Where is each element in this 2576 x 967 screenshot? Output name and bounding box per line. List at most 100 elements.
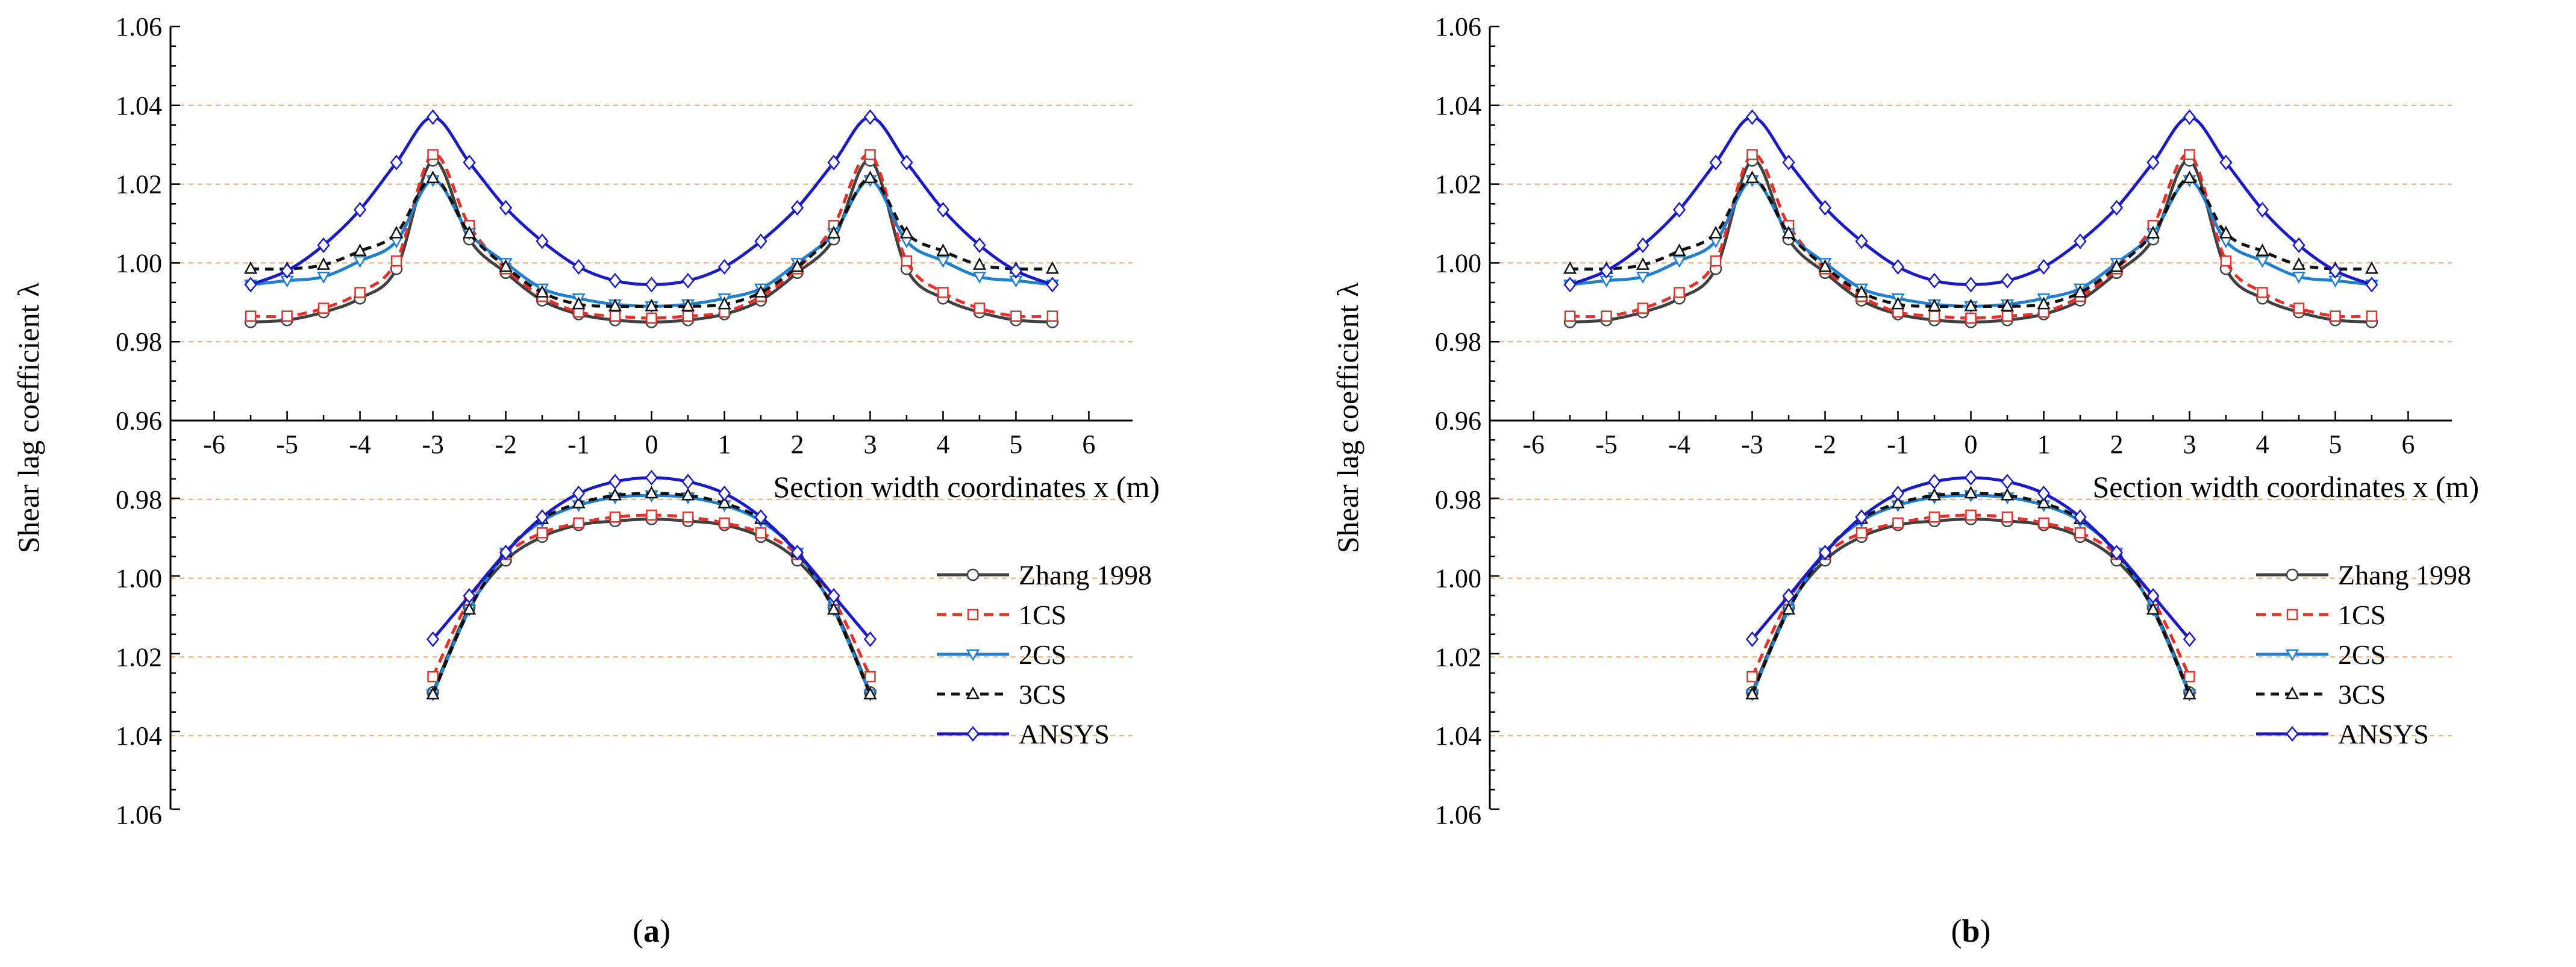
data-point (2000, 298, 2015, 311)
panel-label-part: ) (660, 913, 671, 949)
data-point (2110, 545, 2124, 561)
data-point (2074, 233, 2087, 249)
legend-label: Zhang 1998 (1019, 560, 1152, 590)
data-point (972, 272, 987, 284)
data-point (535, 284, 549, 298)
data-point (2001, 310, 2013, 322)
lower-series-ansys (426, 469, 877, 647)
legend-marker (967, 609, 979, 621)
data-point (645, 277, 658, 293)
data-point (936, 255, 950, 268)
data-point (2001, 272, 2014, 289)
data-point (463, 588, 476, 604)
data-point (2001, 474, 2014, 490)
legend-label: 2CS (1019, 639, 1066, 670)
series-line (250, 115, 1053, 286)
x-tick-label: 0 (645, 430, 658, 459)
legend-label: 3CS (1019, 679, 1066, 710)
data-point (682, 511, 694, 523)
data-point (316, 272, 331, 284)
legend-label: Zhang 1998 (2338, 560, 2471, 590)
data-point (572, 258, 586, 275)
data-point (936, 243, 950, 257)
data-point (427, 149, 439, 160)
y-tick-label: 1.06 (1435, 12, 1481, 42)
data-point (2146, 602, 2160, 615)
data-point (499, 259, 513, 272)
data-point (937, 287, 949, 298)
data-point (317, 237, 330, 253)
data-point (717, 486, 731, 501)
data-point (1045, 261, 1059, 274)
upper-series (243, 109, 1060, 328)
lower-series-1cs (427, 509, 876, 683)
data-point (608, 298, 622, 311)
y-tick-label: 1.04 (1435, 91, 1481, 120)
data-point (426, 686, 440, 699)
data-point (1781, 225, 1796, 239)
data-point (1563, 277, 1577, 293)
x-tick-label: 6 (1082, 430, 1095, 459)
y-tick-label: 0.98 (116, 485, 162, 515)
data-point (1672, 202, 1686, 218)
legend-item: 2CS (937, 639, 1066, 670)
y-ticks (1490, 25, 1499, 810)
lower-series-zhang-1998 (1746, 513, 2196, 699)
data-point (2110, 259, 2124, 272)
data-point (316, 257, 331, 270)
data-point (427, 671, 439, 683)
data-point (2183, 631, 2196, 647)
data-point (2256, 255, 2269, 268)
data-point (573, 517, 584, 529)
x-tick-label: -5 (276, 430, 298, 459)
data-point (1672, 255, 1686, 268)
series-ansys (1563, 109, 2378, 293)
x-axis-label: Section width coordinates x (m) (773, 470, 1160, 504)
legend-item: 2CS (2256, 639, 2386, 670)
x-tick-label: 1 (717, 430, 731, 459)
data-point (462, 225, 477, 239)
data-point (426, 109, 440, 125)
legend-label: 1CS (2338, 599, 2386, 630)
data-point (2074, 527, 2086, 539)
data-point (2220, 255, 2232, 267)
data-point (863, 171, 877, 184)
data-point (608, 272, 622, 289)
x-tick-label: 5 (2328, 430, 2342, 459)
lower-series-1cs (1746, 509, 2195, 683)
data-point (719, 517, 730, 529)
legend-marker (966, 568, 980, 581)
y-tick-label: 0.98 (1435, 485, 1481, 515)
x-tick-label: 3 (863, 430, 877, 459)
y-tick-label: 1.00 (116, 564, 162, 593)
legend-marker (966, 649, 980, 662)
legend-label: 3CS (2338, 679, 2386, 710)
data-point (863, 686, 877, 699)
data-point (609, 310, 621, 322)
y-tick-label: 0.98 (116, 327, 162, 357)
y-tick-label: 1.06 (116, 800, 162, 830)
data-point (2037, 296, 2051, 310)
data-point (390, 154, 403, 171)
data-point (572, 296, 586, 310)
data-point (645, 486, 658, 499)
data-point (245, 310, 257, 322)
data-point (2146, 154, 2160, 171)
legend: Zhang 1998 1CS 2CS 3CS ANSYS (2256, 560, 2471, 750)
data-point (645, 469, 658, 486)
lower-series (1745, 469, 2196, 702)
series-line (1751, 513, 2191, 678)
data-point (864, 149, 876, 160)
data-point (1745, 171, 1759, 184)
panel-label-part: ( (633, 913, 643, 949)
data-point (1892, 517, 1904, 529)
data-point (2257, 287, 2268, 298)
legend-label: 1CS (1019, 599, 1066, 630)
x-tick-label: 1 (2037, 430, 2050, 459)
data-point (717, 495, 731, 509)
series-line (431, 493, 872, 695)
data-point (2038, 517, 2049, 529)
y-tick-label: 1.04 (116, 721, 162, 751)
x-tick-label: -5 (1595, 430, 1618, 459)
